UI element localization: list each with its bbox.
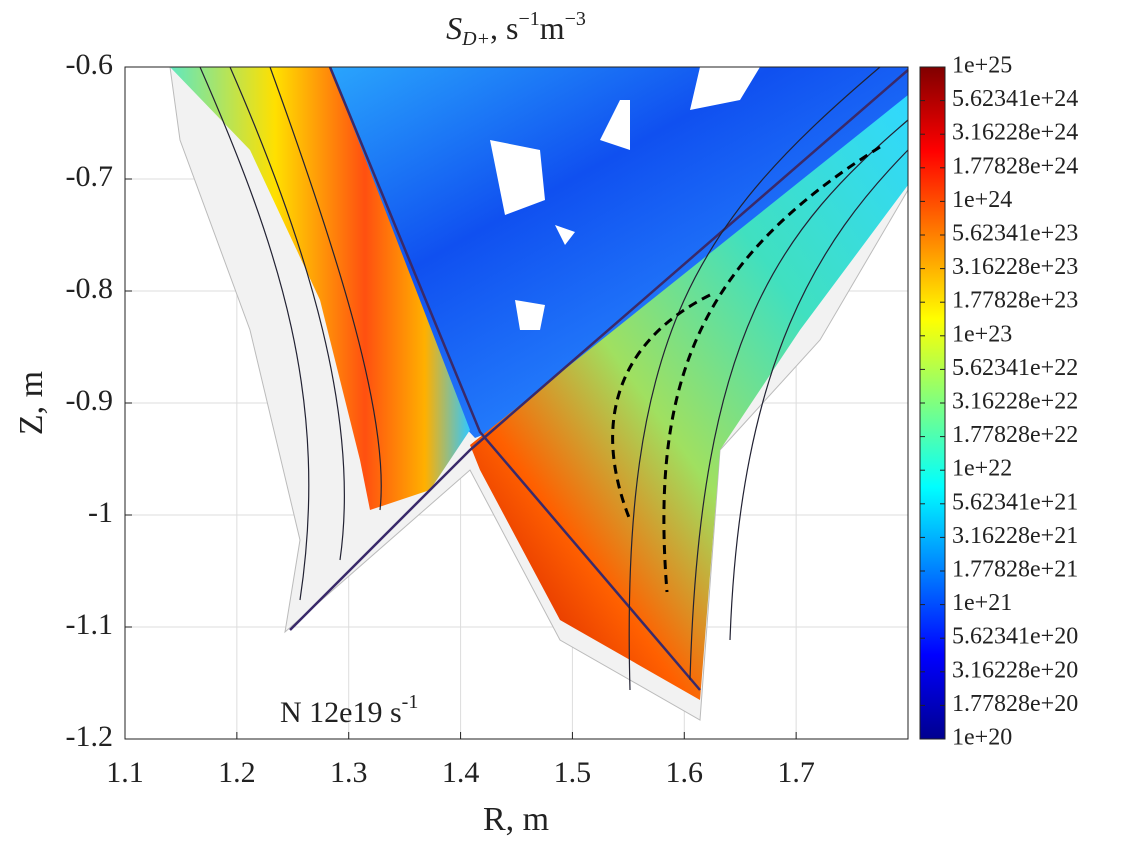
title-part: −3 — [565, 8, 586, 30]
colorbar-tick-label: 1.77828e+24 — [952, 153, 1078, 179]
colorbar-tick-label: 5.62341e+21 — [952, 489, 1078, 515]
colorbar-tick-label: 1e+25 — [952, 53, 1012, 79]
title-part: −1 — [518, 8, 539, 30]
core-region — [240, 67, 908, 438]
colorbar-tick-label: 3.16228e+21 — [952, 523, 1078, 549]
y-tick-label: -0.7 — [66, 160, 114, 193]
x-tick-label: 1.5 — [554, 756, 592, 789]
colorbar-tick-label: 1e+24 — [952, 187, 1012, 213]
colorbar-tick-label: 1.77828e+21 — [952, 557, 1078, 583]
title-part: D+ — [461, 28, 490, 50]
colorbar-tick-label: 3.16228e+23 — [952, 254, 1078, 280]
x-tick-label: 1.7 — [777, 756, 815, 789]
annotation: N 12e19 s-1 — [280, 691, 418, 729]
colorbar-tick-label: 1e+22 — [952, 456, 1012, 482]
colorbar-tick-label: 1.77828e+22 — [952, 422, 1078, 448]
x-tick-label: 1.6 — [666, 756, 704, 789]
colorbar-tick-label: 1e+21 — [952, 590, 1012, 616]
y-tick-label: -1.2 — [66, 720, 114, 753]
colorbar-tick-label: 3.16228e+22 — [952, 388, 1078, 414]
colorbar-tick-label: 1.77828e+20 — [952, 691, 1078, 717]
separatrix — [289, 66, 909, 691]
title-part: S — [446, 10, 462, 46]
colorbar-tick-label: 3.16228e+24 — [952, 120, 1078, 146]
y-tick-label: -0.8 — [66, 272, 114, 305]
colorbar-tick-label: 5.62341e+24 — [952, 86, 1078, 112]
x-tick-label: 1.2 — [218, 756, 256, 789]
dashed-lines — [611, 145, 881, 593]
chart-title: SD+, s−1m−3 — [446, 8, 586, 50]
y-axis-label: Z, m — [13, 371, 50, 435]
colorbar-tick-label: 5.62341e+20 — [952, 624, 1078, 650]
hole — [490, 67, 760, 330]
y-tick-label: -1.1 — [66, 608, 114, 641]
y-tick-label: -0.9 — [66, 384, 114, 417]
x-tick-label: 1.1 — [106, 756, 144, 789]
colorbar-tick-label: 1e+23 — [952, 321, 1012, 347]
y-tick-label: -0.6 — [66, 48, 114, 81]
colorbar-tick-label: 1.77828e+23 — [952, 288, 1078, 314]
x-axis-label: R, m — [483, 801, 549, 838]
colorbar-tick-label: 1e+20 — [952, 725, 1012, 751]
field-lines — [199, 66, 909, 691]
y-tick-label: -1 — [88, 496, 113, 529]
colorbar-tick-label: 5.62341e+22 — [952, 355, 1078, 381]
left-leg — [170, 67, 470, 510]
x-tick-label: 1.3 — [330, 756, 368, 789]
annotation-part: -1 — [402, 691, 419, 713]
colorbar-tick-label: 5.62341e+23 — [952, 221, 1078, 247]
colorbar-tick-label: 3.16228e+20 — [952, 657, 1078, 683]
title-part: , s — [490, 10, 518, 46]
x-tick-label: 1.4 — [442, 756, 480, 789]
contour-field — [169, 66, 909, 721]
title-part: m — [540, 10, 565, 46]
annotation-part: N 12e19 s — [280, 696, 402, 729]
